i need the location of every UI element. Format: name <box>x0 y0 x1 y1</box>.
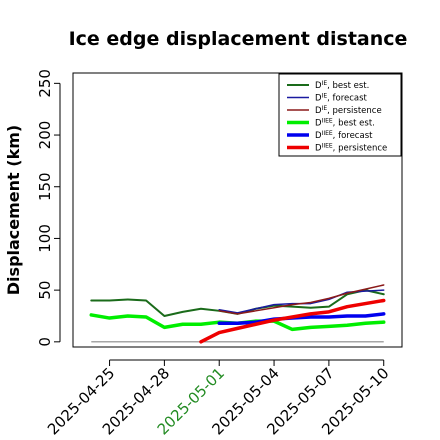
y-axis: 0 50 100 150 200 250 <box>36 69 61 347</box>
x-axis: 2025-04-252025-04-282025-05-012025-05-04… <box>44 359 393 438</box>
series-line-1 <box>218 289 385 314</box>
legend-label-2: DIE, persistence <box>315 105 382 116</box>
legend-label-0: DIE, best est. <box>315 80 369 91</box>
y-tick-label: 50 <box>36 281 54 300</box>
y-tick-label: 100 <box>36 224 54 253</box>
legend-box <box>278 73 402 157</box>
y-tick-label: 250 <box>36 69 54 98</box>
y-tick-label: 150 <box>36 172 54 201</box>
series-layer <box>89 284 386 344</box>
y-tick-label: 0 <box>36 337 54 347</box>
legend-label-5: DIIEE, persistence <box>315 143 387 154</box>
plot-frame <box>72 72 403 348</box>
y-tick-label: 200 <box>36 121 54 150</box>
legend-label-3: DIIEE, best est. <box>315 118 375 129</box>
chart-title: Ice edge displacement distance <box>69 28 408 50</box>
series-line-2 <box>218 284 385 315</box>
legend-label-1: DIE, forecast <box>315 93 368 104</box>
series-line-0 <box>90 289 385 317</box>
series-line-5 <box>199 298 386 344</box>
legend-label-4: DIIEE, forecast <box>315 130 373 141</box>
series-line-4 <box>217 312 386 325</box>
y-axis-label: Displacement (km) <box>4 125 23 295</box>
